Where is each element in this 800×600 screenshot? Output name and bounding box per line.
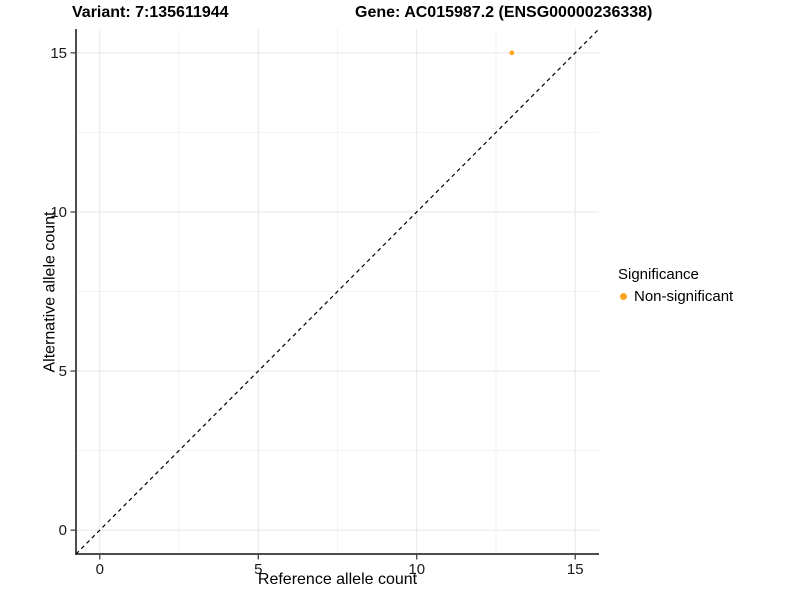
x-axis-title: Reference allele count xyxy=(257,571,418,588)
legend-item-non-significant: Non-significant xyxy=(615,288,733,305)
data-point xyxy=(509,50,515,56)
identity-reference-line xyxy=(75,28,600,555)
x-tick-label: 15 xyxy=(567,561,584,578)
y-tick-label: 10 xyxy=(50,204,67,221)
y-tick-label: 15 xyxy=(50,45,67,62)
legend: Significance Non-significant xyxy=(615,266,733,305)
x-tick-label: 5 xyxy=(254,561,262,578)
plot-title-gene: Gene: AC015987.2 (ENSG00000236338) xyxy=(355,4,653,21)
legend-point-icon xyxy=(620,293,627,300)
y-tick-label: 5 xyxy=(59,363,67,380)
y-tick-label: 0 xyxy=(59,522,67,539)
x-tick-label: 0 xyxy=(96,561,104,578)
y-axis-title: Alternative allele count xyxy=(41,211,59,373)
legend-item-label: Non-significant xyxy=(634,288,734,305)
x-tick-label: 10 xyxy=(408,561,425,578)
legend-title: Significance xyxy=(618,266,699,283)
plot-title-variant: Variant: 7:135611944 xyxy=(72,4,229,21)
